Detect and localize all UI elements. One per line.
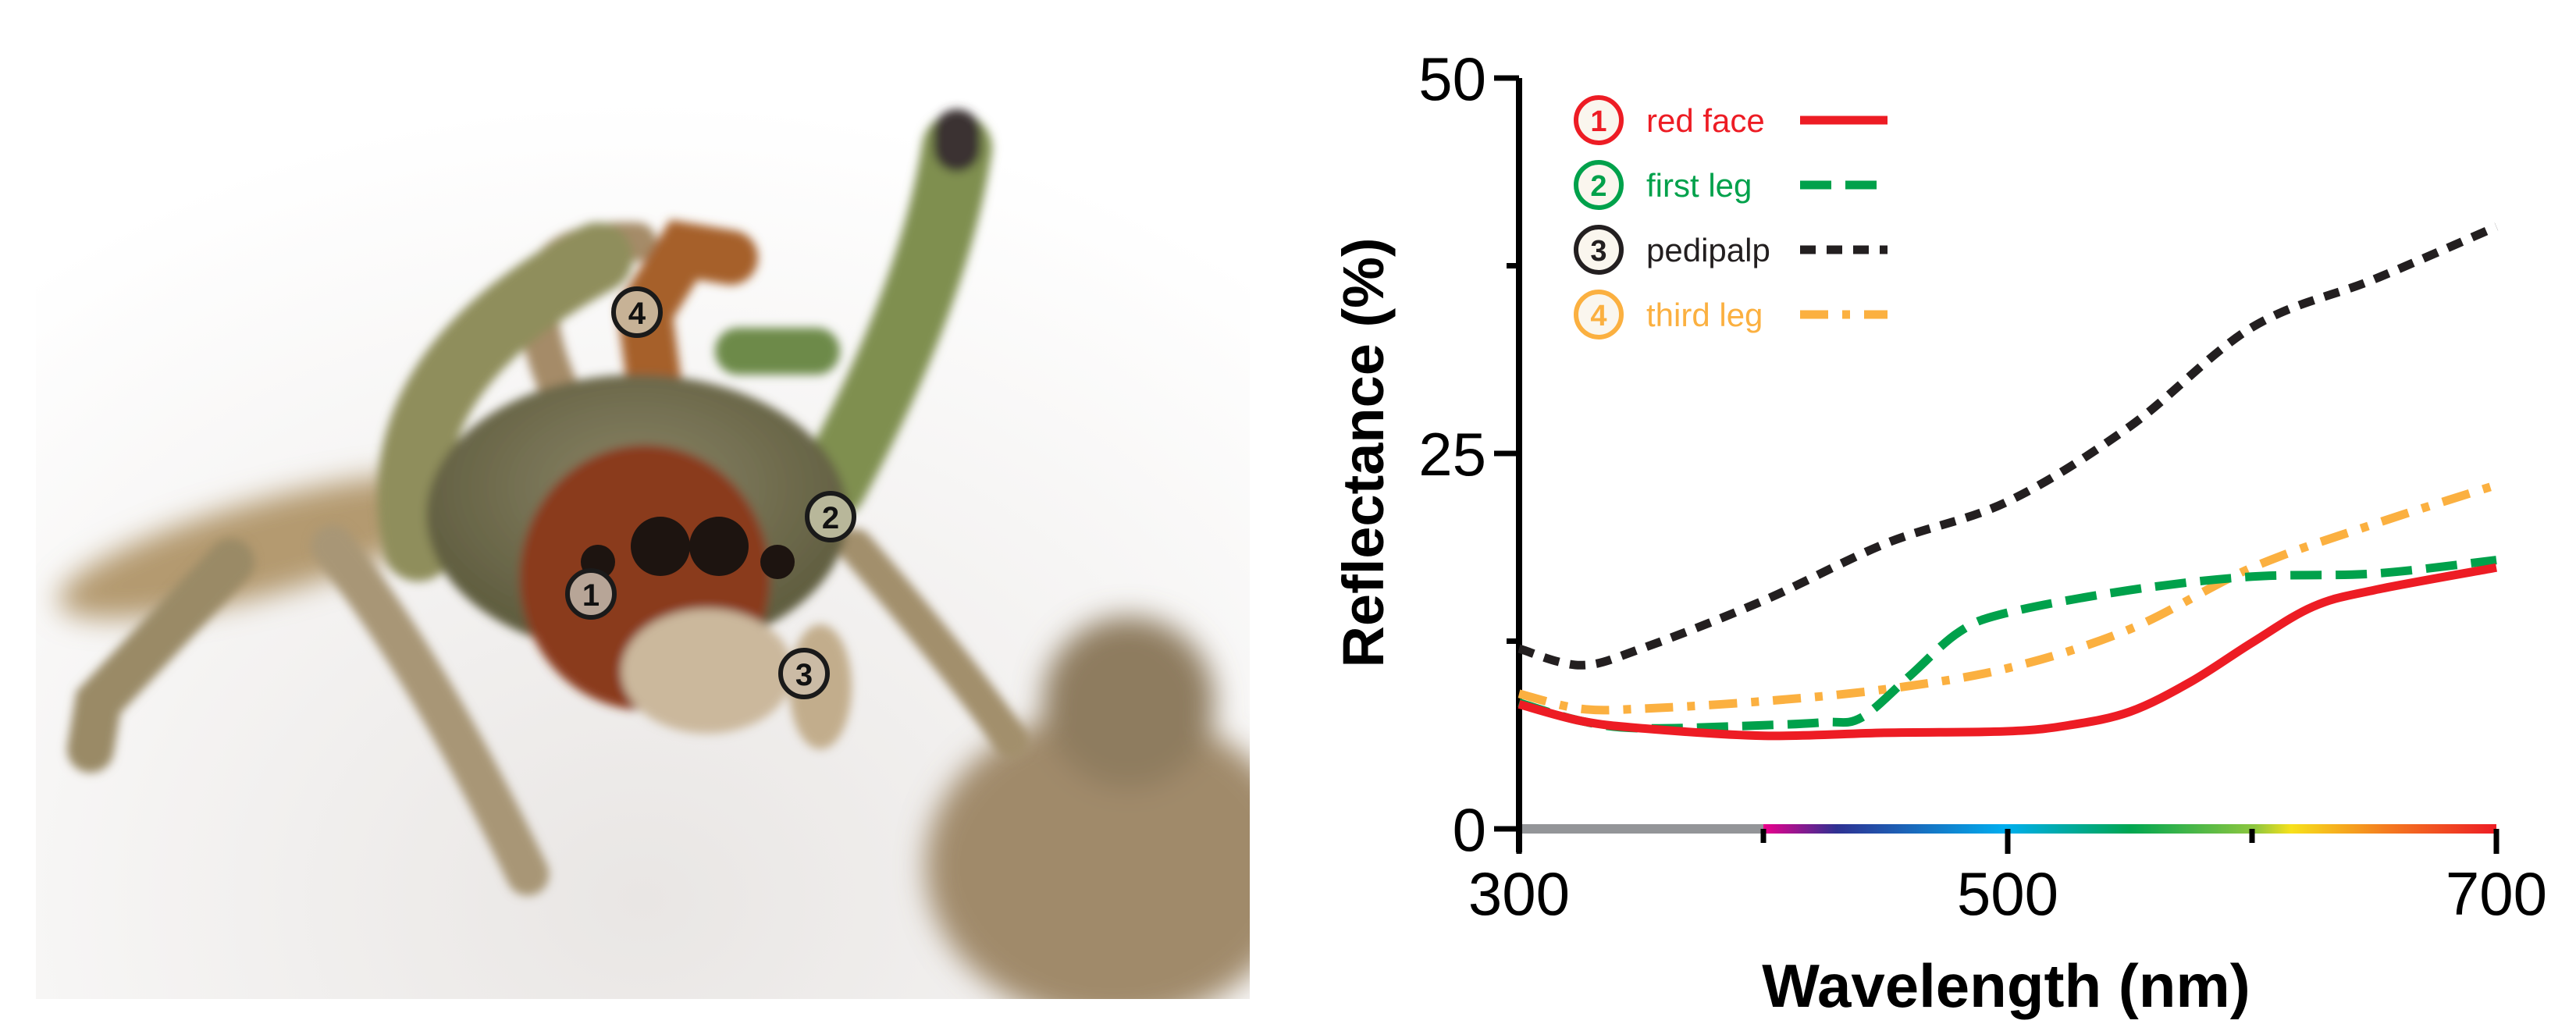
marker-4: 4 — [611, 286, 663, 338]
legend-marker-number: 4 — [1590, 300, 1606, 332]
legend-label: third leg — [1646, 297, 1763, 333]
legend-marker-number: 3 — [1590, 235, 1606, 268]
marker-2: 2 — [805, 491, 856, 542]
marker-1-number: 1 — [582, 578, 600, 613]
series-line-third-leg — [1517, 481, 2498, 715]
legend-marker-number: 1 — [1590, 105, 1606, 138]
x-tick-label: 300 — [1468, 859, 1570, 928]
marker-3-number: 3 — [795, 658, 813, 692]
legend-item-third-leg: 4 third leg — [1574, 290, 1888, 340]
x-axis-label: Wavelength (nm) — [1762, 951, 2250, 1020]
x-tick-label: 500 — [1957, 859, 2058, 928]
y-tick-label: 50 — [1418, 44, 1486, 113]
series-line-pedipalp — [1517, 222, 2499, 670]
series-line-red-face — [1517, 563, 2497, 741]
legend-marker-circle — [1574, 95, 1624, 145]
legend-label: pedipalp — [1646, 232, 1770, 268]
y-tick-label: 0 — [1453, 795, 1486, 864]
legend-item-red-face: 1 red face — [1574, 95, 1888, 145]
legend-item-first-leg: 2 first leg — [1574, 160, 1888, 210]
legend-label: red face — [1646, 102, 1765, 139]
y-axis-label: Reflectance (%) — [1331, 237, 1396, 667]
marker-2-number: 2 — [822, 501, 839, 535]
marker-4-number: 4 — [628, 297, 646, 331]
marker-3: 3 — [778, 648, 830, 699]
marker-1: 1 — [565, 568, 617, 620]
x-tick-label: 700 — [2446, 859, 2547, 928]
legend-marker-circle — [1574, 290, 1624, 340]
legend-item-pedipalp: 3 pedipalp — [1574, 225, 1888, 275]
legend-marker-circle — [1574, 160, 1624, 210]
legend-label: first leg — [1646, 167, 1752, 204]
visible-spectrum-bar — [1763, 824, 2496, 834]
legend-marker-circle — [1574, 225, 1624, 275]
y-tick-label: 25 — [1418, 420, 1486, 489]
jumping-spider-photo: 4 2 1 3 — [36, 0, 1250, 999]
legend-marker-number: 2 — [1590, 170, 1606, 203]
series-line-first-leg — [1517, 556, 2497, 733]
